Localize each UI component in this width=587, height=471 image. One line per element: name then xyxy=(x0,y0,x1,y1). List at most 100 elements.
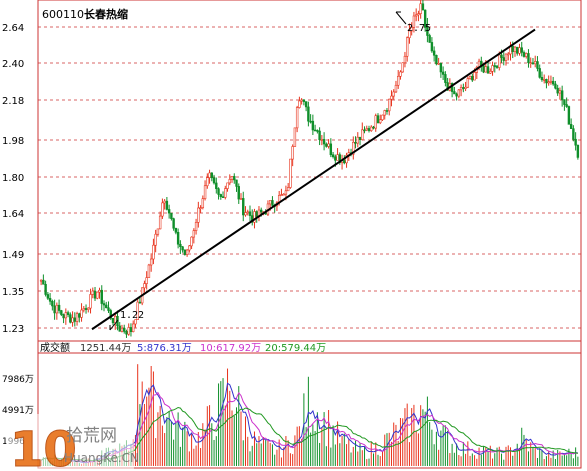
candle-body xyxy=(423,9,427,28)
candle xyxy=(206,173,209,189)
candle-body xyxy=(82,308,85,311)
candle xyxy=(172,217,175,231)
candle-body xyxy=(484,66,487,73)
candle-body xyxy=(432,50,436,56)
candle-body xyxy=(435,54,438,65)
candle xyxy=(46,292,50,300)
candle-body xyxy=(91,290,94,295)
candle xyxy=(125,329,128,338)
trendline xyxy=(91,28,536,331)
candle-body xyxy=(48,297,52,302)
candle xyxy=(399,70,402,80)
candle-body xyxy=(549,80,553,83)
candle xyxy=(87,307,90,313)
candle-body xyxy=(183,249,187,255)
candle-body xyxy=(551,80,555,85)
candle xyxy=(397,70,400,89)
candle-body xyxy=(522,52,526,57)
candle-body xyxy=(221,196,225,198)
candle xyxy=(381,114,384,121)
candle xyxy=(576,144,580,160)
candle-body xyxy=(89,294,92,309)
candle-body xyxy=(408,30,411,39)
candle-body xyxy=(534,61,537,65)
candle xyxy=(217,187,220,200)
candle xyxy=(430,37,434,53)
candle xyxy=(226,182,229,192)
candle xyxy=(529,57,532,68)
candle xyxy=(358,136,362,146)
candle-body xyxy=(152,244,155,260)
candle-body xyxy=(388,98,391,112)
candle xyxy=(154,229,157,253)
candle-body xyxy=(62,314,65,319)
candle-body xyxy=(282,193,285,196)
candle-body xyxy=(500,54,503,58)
candle xyxy=(370,125,373,132)
candle-body xyxy=(161,202,164,217)
candle xyxy=(44,280,47,297)
candle xyxy=(520,41,523,57)
candle-body xyxy=(390,95,393,100)
candle-body xyxy=(181,246,184,251)
candle-body xyxy=(51,301,54,307)
candle-body xyxy=(284,190,288,195)
candle-body xyxy=(107,307,110,311)
candle-body xyxy=(66,312,70,315)
candle-body xyxy=(525,53,528,57)
candle xyxy=(455,92,458,101)
candle-body xyxy=(96,291,99,299)
candle-body xyxy=(188,245,191,251)
candle xyxy=(352,136,355,160)
candle xyxy=(64,308,68,325)
candle-body xyxy=(569,124,573,129)
stock-code: 600110 xyxy=(42,8,84,21)
candle xyxy=(372,125,375,130)
candle-body xyxy=(563,99,566,105)
price-panel-frame xyxy=(37,0,582,342)
candle xyxy=(574,132,577,151)
candle-body xyxy=(42,279,45,285)
candle xyxy=(215,177,218,194)
candle xyxy=(181,246,184,253)
candle xyxy=(435,54,438,66)
candle xyxy=(556,84,559,96)
candle-body xyxy=(437,63,440,65)
candle-body xyxy=(379,119,382,124)
candle-body xyxy=(84,308,88,310)
candle xyxy=(390,90,393,107)
candle xyxy=(432,46,436,62)
high-callout-leader xyxy=(395,11,407,25)
price-axis: 2.64 2.40 2.18 1.98 1.80 1.64 1.49 1.35 1.23 xyxy=(2,23,24,335)
high-callout: 2.75 xyxy=(395,11,431,34)
candle xyxy=(551,76,555,86)
candle xyxy=(109,308,112,321)
candle xyxy=(176,228,180,249)
candle-body xyxy=(370,126,373,131)
candle-body xyxy=(114,315,117,324)
candle-body xyxy=(516,46,519,54)
candle xyxy=(190,236,193,250)
candle xyxy=(392,89,395,100)
candle xyxy=(129,323,133,337)
candle-body xyxy=(471,75,474,81)
candle-body xyxy=(542,79,546,81)
candle-body xyxy=(426,27,429,36)
candle xyxy=(298,96,301,109)
candle xyxy=(69,312,72,324)
candle xyxy=(534,55,537,68)
candle xyxy=(152,238,155,265)
candle-body xyxy=(293,127,297,147)
candle xyxy=(242,191,245,222)
candle xyxy=(105,301,108,309)
candle-body xyxy=(358,136,362,140)
candle xyxy=(291,144,294,167)
candle xyxy=(327,139,330,149)
candle-body xyxy=(574,138,577,146)
candle-body xyxy=(311,120,315,131)
candle-body xyxy=(536,61,539,69)
candle xyxy=(84,304,88,314)
candle xyxy=(145,271,148,290)
candle xyxy=(531,58,535,65)
candle-body xyxy=(197,207,200,223)
